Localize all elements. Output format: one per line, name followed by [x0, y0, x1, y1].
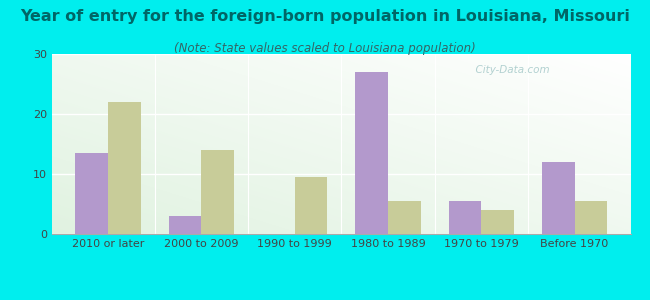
- Bar: [388, 201, 421, 234]
- Bar: [294, 177, 327, 234]
- Bar: [356, 72, 388, 234]
- Bar: [108, 102, 140, 234]
- Text: Year of entry for the foreign-born population in Louisiana, Missouri: Year of entry for the foreign-born popul…: [20, 9, 630, 24]
- Bar: [481, 210, 514, 234]
- Text: City-Data.com: City-Data.com: [469, 65, 549, 75]
- Bar: [202, 150, 234, 234]
- Bar: [542, 162, 575, 234]
- Bar: [575, 201, 607, 234]
- Bar: [448, 201, 481, 234]
- Legend: Louisiana, Missouri: Louisiana, Missouri: [253, 298, 430, 300]
- Bar: [75, 153, 108, 234]
- Text: (Note: State values scaled to Louisiana population): (Note: State values scaled to Louisiana …: [174, 42, 476, 55]
- Bar: [168, 216, 202, 234]
